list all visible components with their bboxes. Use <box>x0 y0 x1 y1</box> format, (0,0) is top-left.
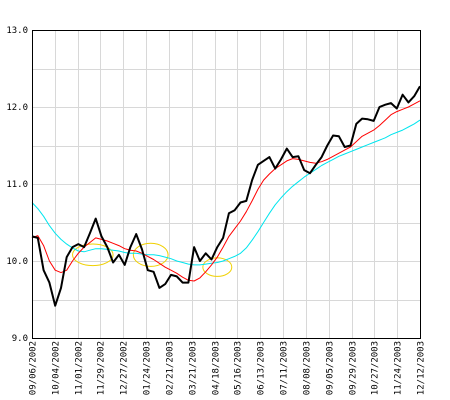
annotation-ellipses <box>72 242 233 277</box>
series-lines <box>31 85 421 307</box>
annotation-ellipse <box>132 242 169 267</box>
x-axis-ticks: 09/06/2002 10/04/2002 11/01/2002 11/29/2002… <box>29 341 427 395</box>
x-tick-label: 07/11/2003 <box>280 341 290 395</box>
series-line-red <box>31 100 421 282</box>
x-tick-label: 11/01/2002 <box>75 341 85 395</box>
x-tick-label: 10/04/2002 <box>52 341 62 395</box>
annotation-ellipse <box>72 243 114 267</box>
y-tick-label: 11.0 <box>6 180 28 190</box>
x-tick-label: 05/16/2003 <box>234 341 244 395</box>
x-tick-label: 09/05/2003 <box>326 341 336 395</box>
x-tick-label: 12/12/2003 <box>417 341 427 395</box>
x-tick-label: 12/27/2002 <box>120 341 130 395</box>
x-tick-label: 08/08/2003 <box>303 341 313 395</box>
x-tick-label: 01/24/2003 <box>143 341 153 395</box>
grid <box>32 30 421 339</box>
x-tick-label: 11/29/2002 <box>97 341 107 395</box>
series-line-cyan <box>31 119 421 266</box>
y-tick-label: 9.0 <box>12 334 28 344</box>
x-tick-label: 04/18/2003 <box>212 341 222 395</box>
x-tick-label: 03/21/2003 <box>189 341 199 395</box>
series-line-black <box>31 85 421 307</box>
x-tick-label: 10/27/2003 <box>371 341 381 395</box>
y-tick-label: 13.0 <box>6 26 28 36</box>
x-tick-label: 02/21/2003 <box>166 341 176 395</box>
annotation-ellipse <box>202 257 233 277</box>
y-axis-ticks: 9.0 10.0 11.0 12.0 13.0 <box>6 26 28 344</box>
x-tick-label: 06/13/2003 <box>257 341 267 395</box>
y-tick-label: 10.0 <box>6 257 28 267</box>
x-tick-label: 09/06/2002 <box>29 341 39 395</box>
plot-frame <box>32 30 421 339</box>
y-tick-label: 12.0 <box>6 103 28 113</box>
x-tick-label: 11/24/2003 <box>394 341 404 395</box>
x-tick-label: 09/29/2003 <box>349 341 359 395</box>
